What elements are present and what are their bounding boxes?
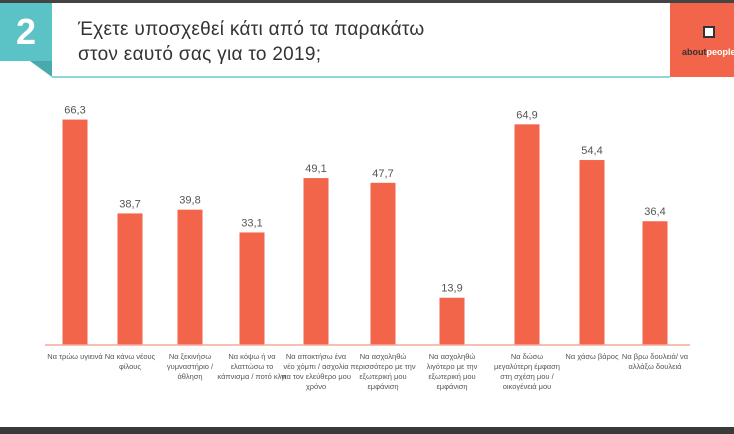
data-label: 66,3 [64, 105, 85, 117]
title-line-2: στον εαυτό σας για το 2019; [78, 44, 322, 65]
category-label: Να τρώω υγιεινά [47, 352, 103, 361]
category-label: Να ασχοληθώ περισσότερο με την εξωτερική… [350, 352, 416, 391]
bar [514, 124, 540, 345]
data-label: 13,9 [441, 283, 462, 295]
logo-icon [703, 26, 715, 38]
data-label: 49,1 [305, 163, 326, 175]
data-label: 64,9 [516, 109, 537, 121]
title-line-1: Έχετε υποσχεθεί κάτι από τα παρακάτω [78, 19, 425, 40]
bar [642, 221, 668, 345]
ribbon-fold [30, 61, 52, 77]
slide-number: 2 [0, 3, 52, 61]
bar [439, 297, 465, 345]
logo-text: aboutpeople [682, 47, 734, 57]
data-label: 36,4 [644, 206, 665, 218]
category-label: Να δώσω μεγαλύτερη έμφαση στη σχέση μου … [494, 352, 560, 391]
bar [62, 119, 88, 345]
data-label: 38,7 [119, 198, 140, 210]
data-label: 47,7 [372, 168, 393, 180]
bar [579, 160, 605, 345]
bar [177, 209, 203, 345]
page-title: Έχετε υποσχεθεί κάτι από τα παρακάτω στο… [78, 17, 425, 67]
bottom-bar [0, 427, 734, 434]
bar [303, 178, 329, 345]
category-label: Να αποκτήσω ένα νέο χόμπι / ασχολία για … [281, 352, 351, 391]
top-bar [0, 0, 734, 3]
bar [370, 182, 396, 345]
header: Έχετε υποσχεθεί κάτι από τα παρακάτω στο… [52, 3, 670, 78]
data-label: 39,8 [179, 195, 200, 207]
data-label: 33,1 [241, 217, 262, 229]
category-label: Να βρω δουλειά/ να αλλάξω δουλειά [621, 352, 689, 371]
category-label: Να κόψω ή να ελαττώσω το κάπνισμα / ποτό… [217, 352, 287, 381]
logo: aboutpeople [670, 3, 734, 77]
category-label: Να ασχοληθώ λιγότερο με την εξωτερική μο… [426, 352, 478, 391]
bar [117, 213, 143, 345]
bar [239, 232, 265, 345]
category-label: Να ξεκινήσω γυμναστήριο / άθληση [166, 352, 214, 381]
category-label: Να χάσω βάρος [565, 352, 619, 361]
category-label: Να κάνω νέους φίλους [104, 352, 156, 371]
data-label: 54,4 [581, 145, 602, 157]
